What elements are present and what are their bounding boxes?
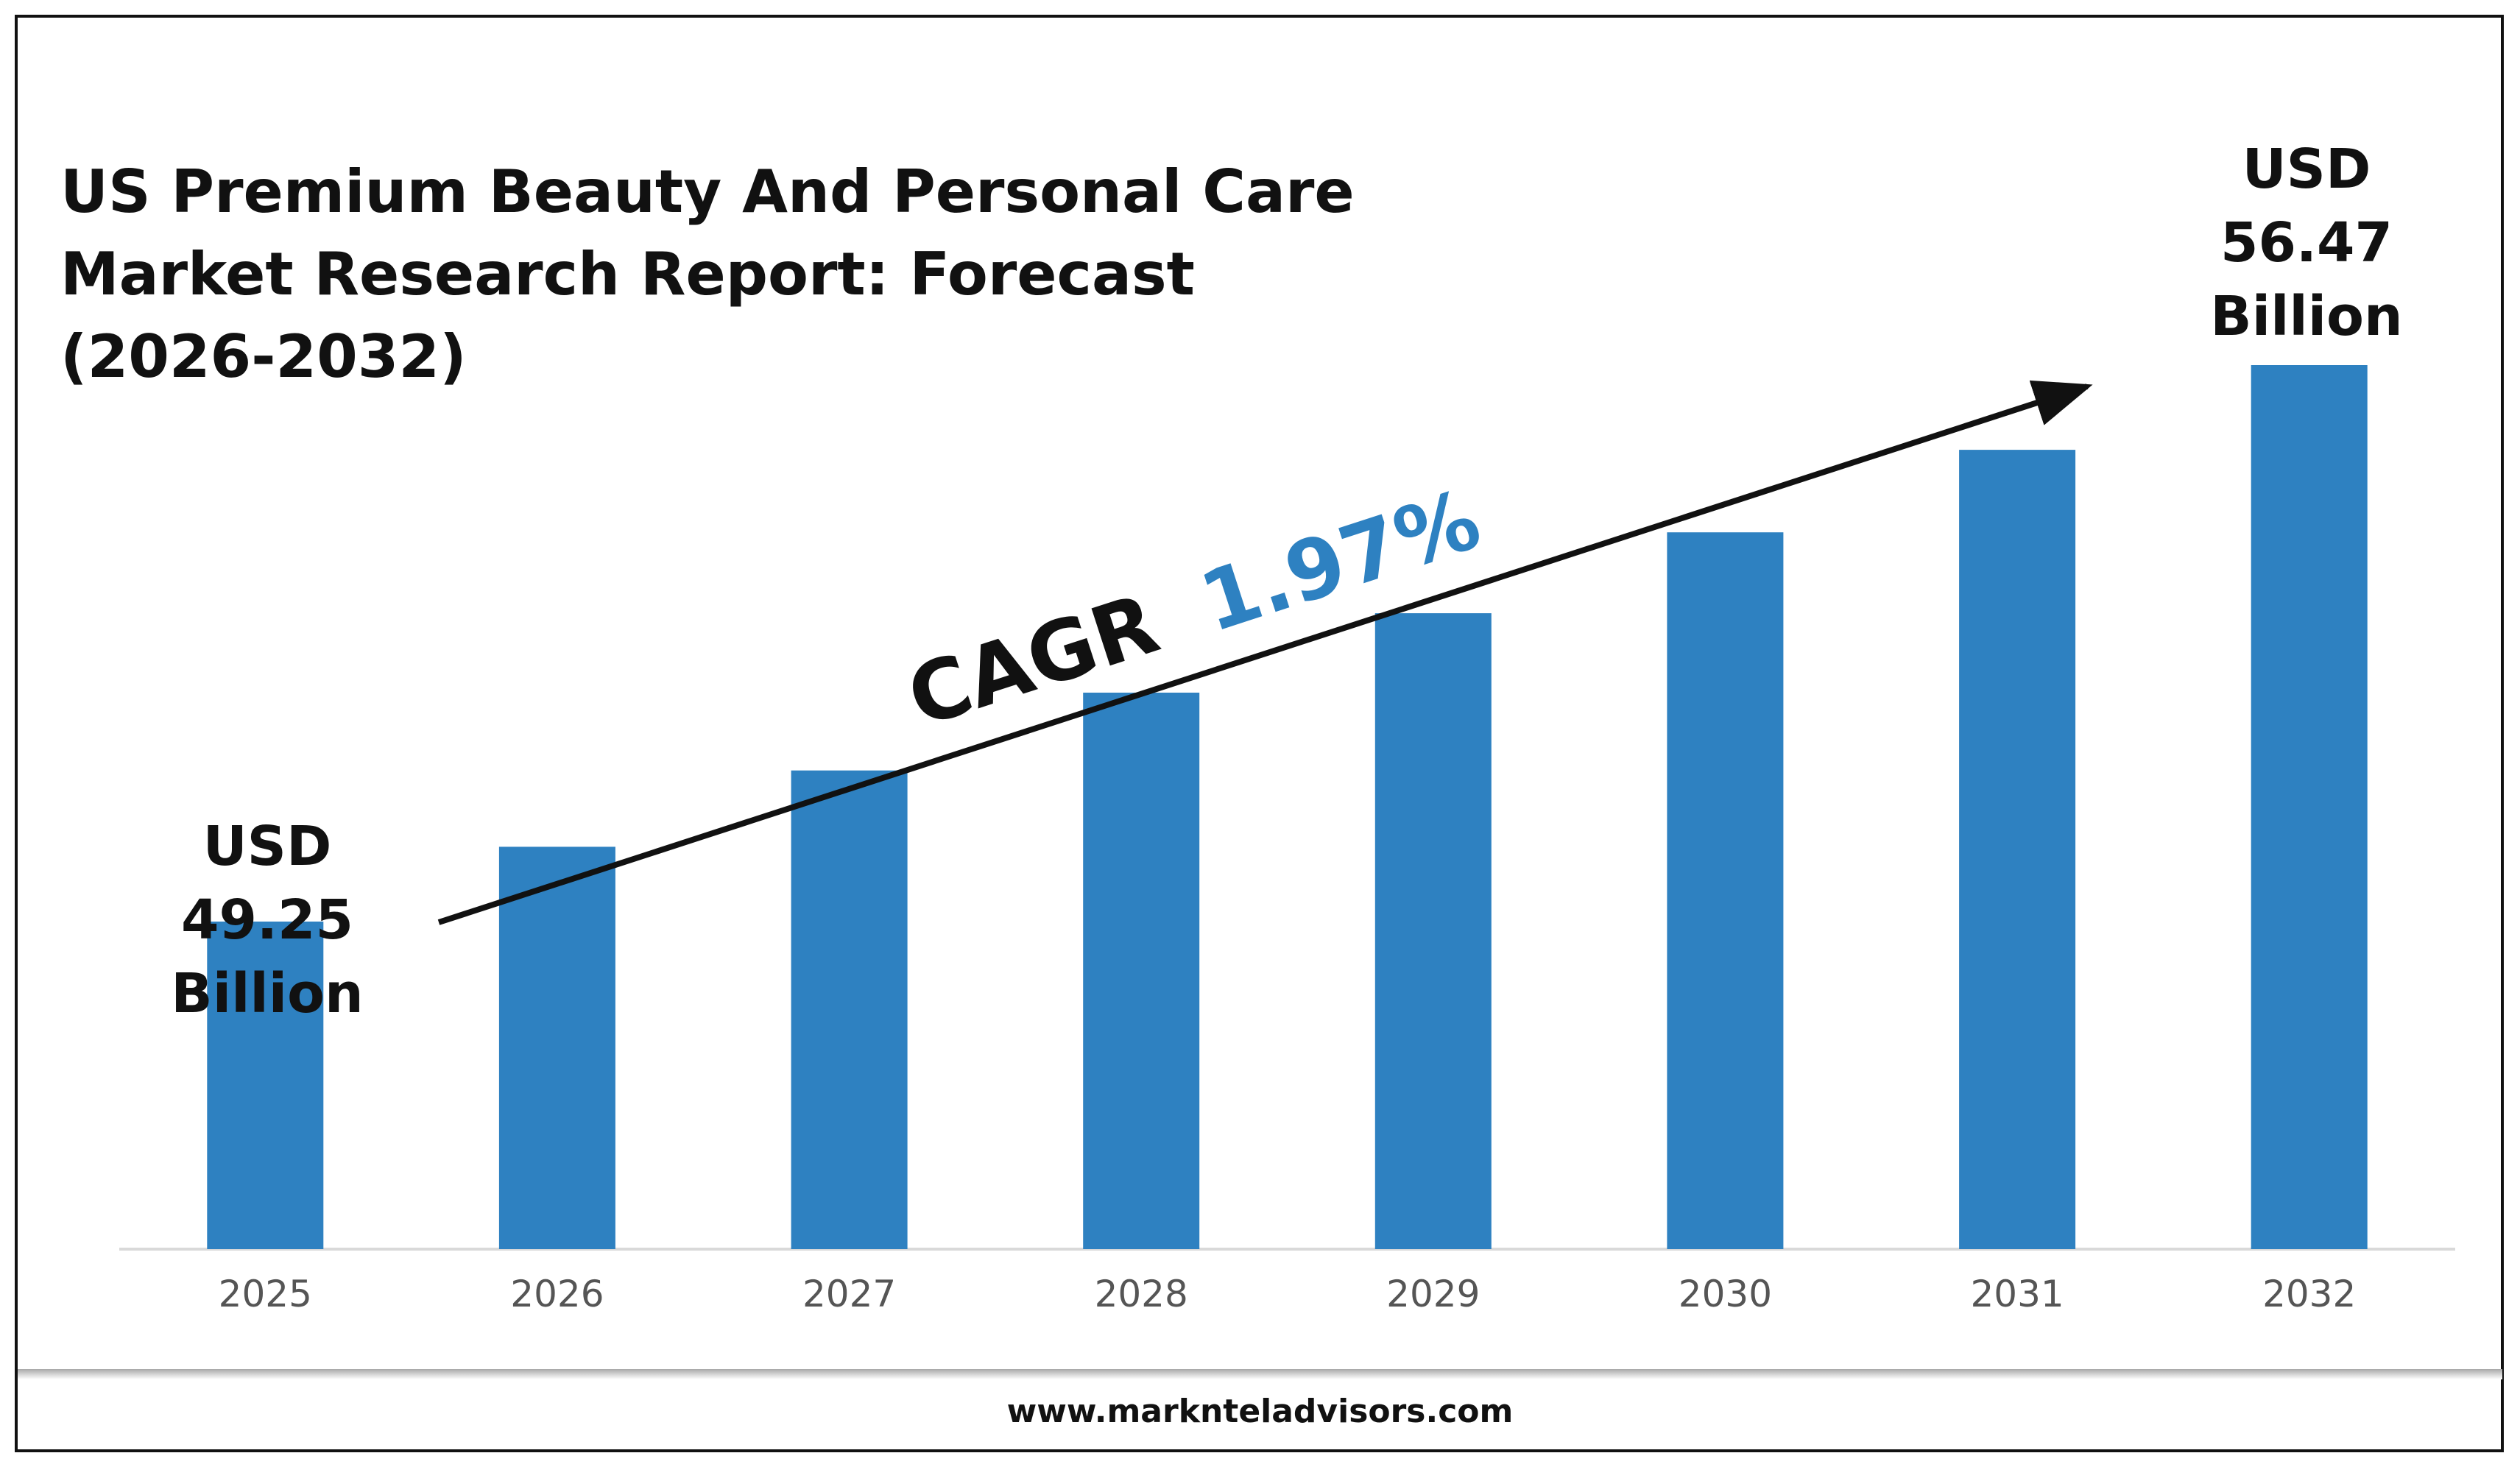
chart-frame (15, 15, 2504, 1452)
chart-title-line-1: US Premium Beauty And Personal Care (60, 158, 1355, 226)
bar-2030 (1667, 532, 1784, 1249)
bar-2029 (1374, 613, 1492, 1249)
bar-2028 (1083, 693, 1200, 1249)
x-tick-label-2029: 2029 (1386, 1273, 1480, 1315)
x-tick-label-2027: 2027 (802, 1273, 896, 1315)
chart-title-line-2: Market Research Report: Forecast (60, 240, 1195, 308)
end-value-label-line-3: Billion (2210, 285, 2402, 348)
end-value-label-line-2: 56.47 (2220, 211, 2393, 275)
x-axis-tick-labels: 2025 2026 2027 2028 2029 2030 2031 2032 (219, 1273, 2357, 1315)
bar-2031 (1959, 450, 2076, 1249)
start-value-label-line-1: USD (203, 815, 332, 878)
start-value-label-line-2: 49.25 (181, 888, 353, 952)
x-tick-label-2025: 2025 (219, 1273, 312, 1315)
footer-website[interactable]: www.marknteladvisors.com (1006, 1393, 1514, 1430)
cagr-trend-arrow (437, 380, 2093, 925)
x-tick-label-2032: 2032 (2262, 1273, 2356, 1315)
x-tick-label-2031: 2031 (1970, 1273, 2064, 1315)
bar-2025 (207, 922, 324, 1249)
x-tick-label-2026: 2026 (510, 1273, 604, 1315)
bar-2026 (498, 846, 615, 1249)
bar-2032 (2251, 365, 2368, 1249)
start-value-label: USD 49.25 Billion (171, 815, 363, 1025)
x-tick-label-2028: 2028 (1095, 1273, 1188, 1315)
end-value-label-line-1: USD (2242, 138, 2371, 201)
end-value-label: USD 56.47 Billion (2210, 138, 2402, 348)
footer-divider (18, 1369, 2502, 1379)
bar-series (207, 365, 2368, 1249)
chart-title-line-3: (2026-2032) (60, 322, 467, 391)
start-value-label-line-3: Billion (171, 962, 363, 1025)
bar-2027 (791, 770, 908, 1249)
x-tick-label-2030: 2030 (1679, 1273, 1772, 1315)
chart-title: US Premium Beauty And Personal Care Mark… (60, 158, 1355, 391)
